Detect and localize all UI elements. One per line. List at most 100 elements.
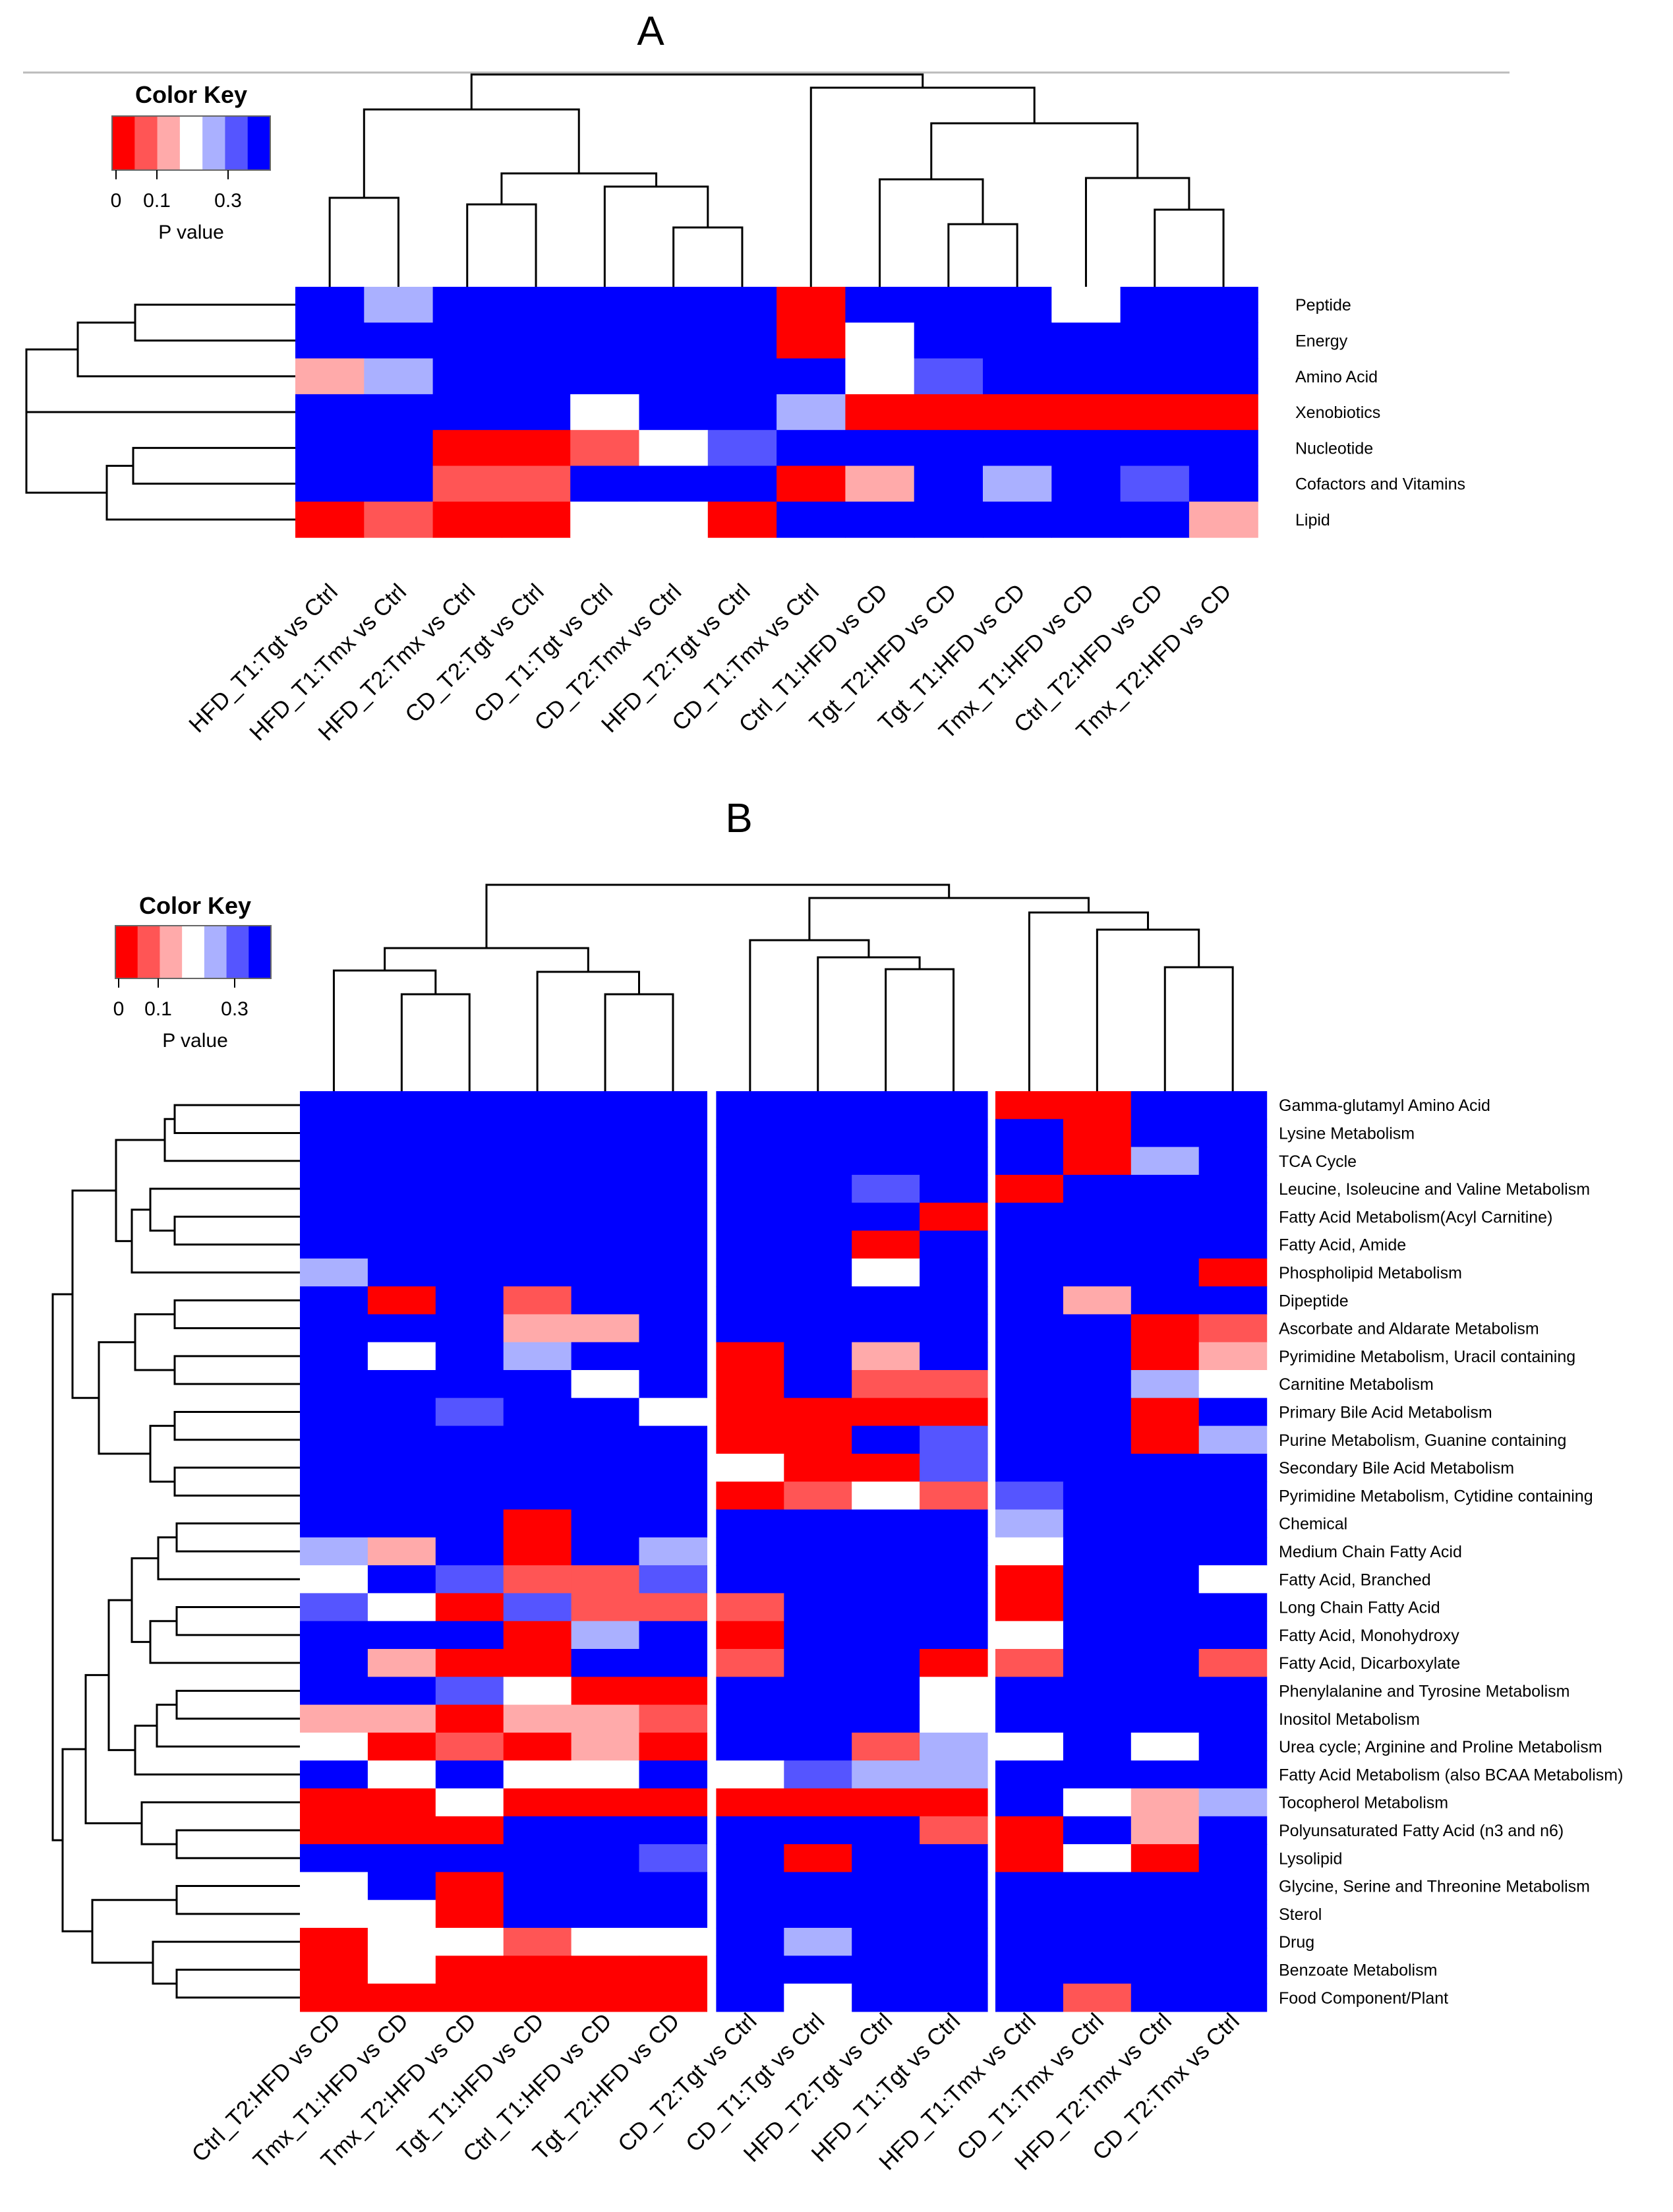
panel-b-cell-r1-c11 bbox=[1063, 1119, 1132, 1148]
panel-b-cell-r2-c4 bbox=[571, 1147, 640, 1176]
panel-b-cell-r4-c13 bbox=[1198, 1203, 1268, 1232]
panel-b-cell-r23-c3 bbox=[503, 1732, 572, 1761]
panel-b-row-label-tca-cycle: TCA Cycle bbox=[1279, 1152, 1357, 1171]
panel-b-cell-r8-c6 bbox=[716, 1314, 784, 1343]
panel-a-row-label-peptide: Peptide bbox=[1295, 296, 1351, 314]
panel-b-cell-r9-c2 bbox=[435, 1342, 504, 1371]
panel-a-cell-r2-c8 bbox=[845, 358, 915, 395]
panel-b-key-swatch bbox=[137, 926, 160, 978]
panel-b-cell-r15-c8 bbox=[852, 1509, 920, 1538]
panel-b-cell-r27-c9 bbox=[920, 1844, 988, 1872]
panel-b-cell-r25-c1 bbox=[367, 1788, 436, 1817]
panel-b-cell-r13-c1 bbox=[367, 1453, 436, 1482]
panel-b-cell-r4-c0 bbox=[300, 1203, 368, 1232]
panel-a-cell-r1-c4 bbox=[570, 322, 640, 359]
panel-b-title: B bbox=[725, 796, 752, 841]
panel-b-key-swatch bbox=[160, 926, 183, 978]
panel-b-cell-r10-c10 bbox=[995, 1370, 1064, 1398]
panel-a-dendro-link bbox=[363, 108, 580, 198]
panel-b-dendro-link bbox=[817, 956, 921, 1091]
panel-a-cell-r5-c13 bbox=[1189, 465, 1258, 502]
panel-b-cell-r23-c8 bbox=[852, 1732, 920, 1761]
panel-b-cell-r26-c1 bbox=[367, 1816, 436, 1845]
panel-b-cell-r13-c6 bbox=[716, 1453, 784, 1482]
panel-a-key-bar bbox=[111, 115, 271, 171]
panel-b-row-label-medium-chain-fatty-acid: Medium Chain Fatty Acid bbox=[1279, 1543, 1462, 1561]
panel-b-cell-r14-c12 bbox=[1130, 1481, 1200, 1510]
panel-b-cell-r6-c9 bbox=[920, 1258, 988, 1287]
panel-b-cell-r9-c0 bbox=[300, 1342, 368, 1371]
panel-b-cell-r10-c7 bbox=[784, 1370, 852, 1398]
panel-b-cell-r22-c0 bbox=[300, 1704, 368, 1733]
panel-b-cell-r16-c10 bbox=[995, 1537, 1064, 1566]
panel-b-cell-r23-c9 bbox=[920, 1732, 988, 1761]
panel-b-cell-r31-c5 bbox=[639, 1956, 707, 1985]
panel-b-dendro-link bbox=[485, 883, 951, 948]
panel-b-row-dendro-link bbox=[173, 1355, 300, 1385]
panel-b-cell-r2-c11 bbox=[1063, 1147, 1132, 1176]
panel-b-cell-r16-c4 bbox=[571, 1537, 640, 1566]
panel-b-row-dendro-link bbox=[149, 1620, 300, 1664]
panel-b-cell-r27-c4 bbox=[571, 1844, 640, 1872]
panel-b-key-swatch bbox=[115, 926, 138, 978]
panel-b-cell-r8-c0 bbox=[300, 1314, 368, 1343]
panel-b-cell-r2-c12 bbox=[1130, 1147, 1200, 1176]
panel-b-cell-r17-c7 bbox=[784, 1565, 852, 1594]
panel-b-cell-r15-c5 bbox=[639, 1509, 707, 1538]
panel-b-row-dendro-link bbox=[51, 1293, 73, 1841]
panel-b-cell-r27-c1 bbox=[367, 1844, 436, 1872]
panel-b-row-dendro-link bbox=[175, 1522, 300, 1553]
panel-b-cell-r24-c10 bbox=[995, 1760, 1064, 1789]
panel-b-cell-r3-c9 bbox=[920, 1174, 988, 1203]
panel-b-cell-r0-c5 bbox=[639, 1091, 707, 1120]
panel-b-cell-r30-c3 bbox=[503, 1928, 572, 1956]
panel-a-key-frame bbox=[111, 115, 271, 171]
panel-b-cell-r8-c7 bbox=[784, 1314, 852, 1343]
panel-b-cell-r2-c7 bbox=[784, 1147, 852, 1176]
panel-b-cell-r22-c12 bbox=[1130, 1704, 1200, 1733]
panel-b-cell-r3-c10 bbox=[995, 1174, 1064, 1203]
panel-b-row-label-sterol: Sterol bbox=[1279, 1905, 1322, 1924]
panel-b-cell-r8-c1 bbox=[367, 1314, 436, 1343]
panel-b-cell-r28-c10 bbox=[995, 1872, 1064, 1901]
panel-b-cell-r11-c13 bbox=[1198, 1398, 1268, 1427]
panel-b-cell-r4-c2 bbox=[435, 1203, 504, 1232]
panel-b-cell-r20-c8 bbox=[852, 1649, 920, 1677]
panel-b-cell-r25-c2 bbox=[435, 1788, 504, 1817]
panel-b-cell-r13-c4 bbox=[571, 1453, 640, 1482]
panel-b-cell-r12-c4 bbox=[571, 1425, 640, 1454]
panel-b-cell-r27-c5 bbox=[639, 1844, 707, 1872]
panel-b-key-swatch bbox=[226, 926, 249, 978]
panel-b-cell-r17-c2 bbox=[435, 1565, 504, 1594]
panel-b-cell-r2-c13 bbox=[1198, 1147, 1268, 1176]
panel-b-cell-r26-c7 bbox=[784, 1816, 852, 1845]
panel-b-cell-r30-c4 bbox=[571, 1928, 640, 1956]
panel-b-cell-r12-c13 bbox=[1198, 1425, 1268, 1454]
panel-b-cell-r18-c1 bbox=[367, 1593, 436, 1622]
panel-b-row-label-lysolipid: Lysolipid bbox=[1279, 1849, 1342, 1868]
panel-b-cell-r12-c5 bbox=[639, 1425, 707, 1454]
panel-a-cell-r5-c12 bbox=[1120, 465, 1190, 502]
panel-b-cell-r8-c9 bbox=[920, 1314, 988, 1343]
panel-a-cell-r5-c4 bbox=[570, 465, 640, 502]
panel-a-row-label-amino-acid: Amino Acid bbox=[1295, 368, 1378, 386]
panel-b-cell-r6-c5 bbox=[639, 1258, 707, 1287]
panel-a-dendro-link bbox=[466, 203, 537, 287]
panel-b-cell-r13-c5 bbox=[639, 1453, 707, 1482]
panel-b-cell-r19-c5 bbox=[639, 1621, 707, 1650]
panel-b-cell-r23-c7 bbox=[784, 1732, 852, 1761]
panel-b-cell-r22-c9 bbox=[920, 1704, 988, 1733]
panel-a-row-label-lipid: Lipid bbox=[1295, 511, 1330, 529]
panel-b-cell-r10-c3 bbox=[503, 1370, 572, 1398]
panel-b-row-label-drug: Drug bbox=[1279, 1933, 1314, 1952]
panel-a-row-label-nucleotide: Nucleotide bbox=[1295, 439, 1373, 458]
panel-b-cell-r13-c3 bbox=[503, 1453, 572, 1482]
panel-b-cell-r10-c2 bbox=[435, 1370, 504, 1398]
panel-a-cell-r5-c11 bbox=[1051, 465, 1121, 502]
panel-a-cell-r3-c13 bbox=[1189, 394, 1258, 431]
panel-b-cell-r0-c3 bbox=[503, 1091, 572, 1120]
panel-b-cell-r28-c7 bbox=[784, 1872, 852, 1901]
panel-b-cell-r20-c7 bbox=[784, 1649, 852, 1677]
panel-b-cell-r5-c10 bbox=[995, 1230, 1064, 1259]
panel-b-row-label-fatty-acid-monohydroxy: Fatty Acid, Monohydroxy bbox=[1279, 1627, 1459, 1645]
